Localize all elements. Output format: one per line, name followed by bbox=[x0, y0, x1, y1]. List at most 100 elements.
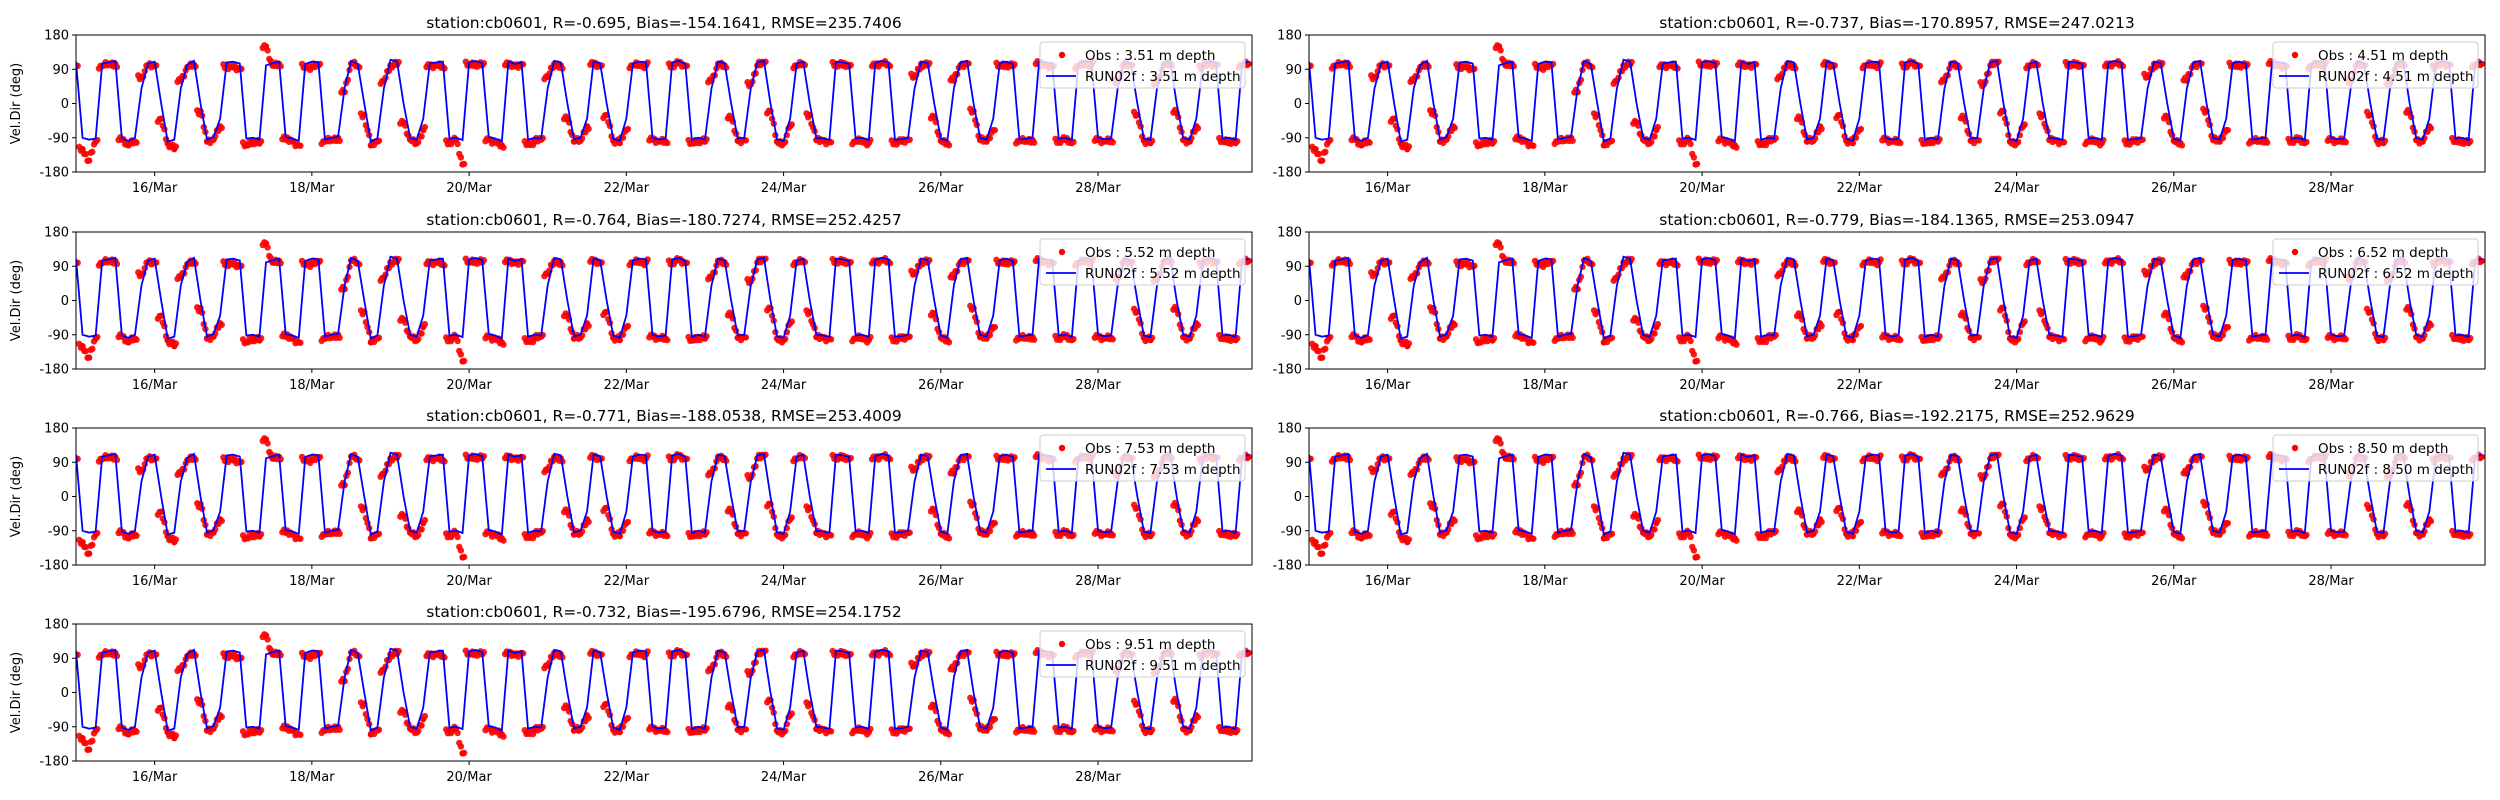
obs-point bbox=[1405, 536, 1413, 543]
obs-point bbox=[1897, 532, 1904, 540]
x-tick-label: 16/Mar bbox=[1365, 378, 1411, 393]
obs-point bbox=[336, 334, 343, 341]
x-tick-label: 24/Mar bbox=[1994, 181, 2040, 196]
x-tick-label: 20/Mar bbox=[1679, 181, 1725, 196]
obs-point bbox=[1693, 160, 1701, 168]
x-tick-label: 28/Mar bbox=[1075, 181, 1121, 196]
obs-point bbox=[76, 259, 81, 267]
obs-point bbox=[1109, 532, 1116, 539]
obs-point bbox=[1451, 321, 1458, 329]
obs-point bbox=[133, 532, 140, 539]
obs-point bbox=[218, 124, 225, 132]
x-tick-label: 20/Mar bbox=[1679, 378, 1725, 393]
obs-point bbox=[585, 518, 592, 526]
x-tick-label: 26/Mar bbox=[2151, 574, 2197, 589]
obs-point bbox=[133, 336, 140, 343]
obs-point bbox=[1849, 139, 1856, 147]
obs-point bbox=[457, 154, 465, 161]
obs-point bbox=[2060, 336, 2068, 343]
obs-point bbox=[2021, 514, 2028, 521]
obs-point bbox=[457, 743, 465, 750]
x-tick-label: 22/Mar bbox=[1837, 574, 1883, 589]
obs-point bbox=[421, 123, 429, 131]
obs-point bbox=[2021, 318, 2028, 325]
obs-point bbox=[585, 714, 592, 722]
obs-point bbox=[1346, 260, 1354, 268]
obs-point bbox=[172, 340, 180, 347]
y-tick-label: -90 bbox=[48, 524, 69, 539]
x-tick-label: 20/Mar bbox=[446, 574, 492, 589]
obs-point bbox=[2427, 518, 2435, 525]
legend-box bbox=[2272, 41, 2479, 89]
obs-point bbox=[85, 746, 93, 753]
x-tick-label: 28/Mar bbox=[2308, 181, 2354, 196]
obs-point bbox=[85, 157, 93, 164]
obs-point bbox=[1733, 144, 1740, 151]
obs-point bbox=[82, 739, 90, 747]
x-tick-label: 24/Mar bbox=[761, 378, 807, 393]
obs-point bbox=[418, 722, 425, 729]
panel-title: station:cb0601, R=-0.737, Bias=-170.8957… bbox=[1659, 14, 2134, 32]
obs-point bbox=[827, 336, 835, 343]
obs-point bbox=[82, 150, 90, 158]
obs-point bbox=[264, 244, 271, 251]
x-tick-label: 24/Mar bbox=[761, 181, 807, 196]
x-tick-label: 26/Mar bbox=[2151, 181, 2197, 196]
y-tick-label: -180 bbox=[1272, 363, 1302, 378]
obs-point bbox=[1818, 518, 1825, 526]
obs-point bbox=[1897, 336, 1904, 344]
obs-point bbox=[2178, 339, 2186, 346]
obs-point bbox=[2060, 532, 2068, 539]
obs-point bbox=[500, 537, 507, 544]
obs-point bbox=[1322, 541, 1329, 549]
obs-point bbox=[2224, 126, 2232, 134]
x-tick-label: 16/Mar bbox=[1365, 181, 1411, 196]
obs-point bbox=[1309, 62, 1314, 70]
obs-point bbox=[218, 517, 225, 525]
y-tick-label: 90 bbox=[1285, 456, 1302, 471]
y-tick-label: 90 bbox=[1285, 63, 1302, 78]
obs-point bbox=[616, 139, 623, 147]
y-tick-label: 180 bbox=[44, 226, 69, 241]
obs-point bbox=[991, 126, 999, 134]
obs-point bbox=[1530, 535, 1537, 542]
x-tick-label: 28/Mar bbox=[1075, 378, 1121, 393]
x-tick-label: 20/Mar bbox=[446, 378, 492, 393]
obs-point bbox=[1451, 517, 1458, 525]
y-tick-label: 180 bbox=[44, 422, 69, 437]
obs-point bbox=[297, 731, 304, 738]
obs-point bbox=[2178, 535, 2186, 542]
y-axis-label: Vel.Dir (deg) bbox=[9, 63, 24, 144]
obs-point bbox=[1569, 530, 1576, 537]
legend-obs-marker bbox=[1058, 444, 1066, 452]
obs-point bbox=[218, 713, 225, 721]
obs-point bbox=[113, 456, 121, 464]
obs-point bbox=[991, 323, 999, 331]
y-tick-label: 180 bbox=[1277, 29, 1302, 44]
obs-point bbox=[82, 543, 90, 551]
obs-point bbox=[1651, 133, 1658, 140]
obs-point bbox=[1530, 142, 1537, 149]
obs-point bbox=[418, 330, 425, 337]
obs-point bbox=[297, 535, 304, 542]
obs-point bbox=[1315, 543, 1323, 551]
obs-point bbox=[1857, 518, 1865, 526]
obs-point bbox=[1030, 139, 1038, 146]
obs-point bbox=[945, 535, 953, 542]
obs-point bbox=[1651, 330, 1658, 337]
obs-point bbox=[1849, 532, 1856, 540]
obs-point bbox=[1309, 455, 1314, 463]
obs-point bbox=[172, 732, 180, 739]
legend-obs-marker bbox=[2291, 248, 2299, 256]
x-tick-label: 18/Mar bbox=[289, 574, 335, 589]
obs-point bbox=[2178, 142, 2186, 149]
obs-point bbox=[624, 125, 632, 133]
obs-point bbox=[76, 455, 81, 463]
y-tick-label: -180 bbox=[39, 166, 69, 181]
obs-point bbox=[2060, 139, 2068, 146]
